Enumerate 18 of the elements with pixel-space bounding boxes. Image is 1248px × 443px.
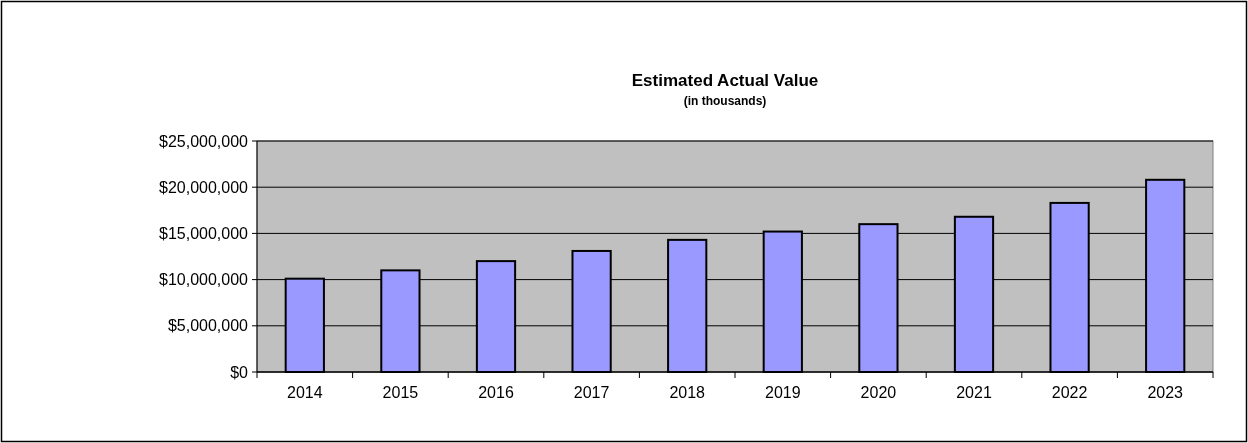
x-tick-label: 2018 bbox=[669, 384, 706, 401]
x-tick-label: 2017 bbox=[573, 384, 610, 401]
x-tick-label: 2014 bbox=[287, 384, 323, 401]
y-tick-label: $15,000,000 bbox=[159, 225, 249, 242]
y-tick-label: $25,000,000 bbox=[159, 132, 249, 150]
chart-subtitle: (in thousands) bbox=[683, 94, 767, 108]
y-tick-label: $5,000,000 bbox=[167, 317, 249, 335]
y-tick-label: $0 bbox=[230, 363, 249, 381]
x-tick-label: 2023 bbox=[1147, 384, 1184, 401]
chart-title: Estimated Actual Value bbox=[631, 71, 819, 90]
y-tick-label: $10,000,000 bbox=[159, 271, 249, 289]
x-tick-label: 2015 bbox=[382, 384, 419, 401]
x-tick-label: 2022 bbox=[1051, 384, 1088, 401]
y-tick-label: $20,000,000 bbox=[159, 178, 249, 196]
x-tick-label: 2016 bbox=[478, 384, 514, 401]
x-tick-label: 2019 bbox=[765, 384, 801, 401]
x-tick-label: 2021 bbox=[956, 384, 992, 401]
x-tick-label: 2020 bbox=[860, 384, 897, 401]
